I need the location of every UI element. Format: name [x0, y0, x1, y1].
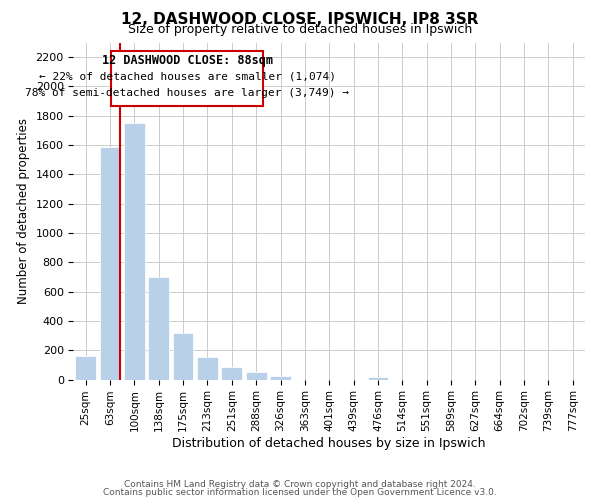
Bar — [76, 356, 96, 380]
Bar — [124, 123, 145, 380]
Text: Contains public sector information licensed under the Open Government Licence v3: Contains public sector information licen… — [103, 488, 497, 497]
Bar — [197, 357, 218, 380]
Bar — [221, 367, 242, 380]
Text: ← 22% of detached houses are smaller (1,074): ← 22% of detached houses are smaller (1,… — [39, 72, 336, 82]
Text: 12 DASHWOOD CLOSE: 88sqm: 12 DASHWOOD CLOSE: 88sqm — [102, 54, 273, 68]
Bar — [148, 277, 169, 380]
Y-axis label: Number of detached properties: Number of detached properties — [17, 118, 30, 304]
Bar — [270, 376, 291, 380]
Bar — [368, 378, 388, 380]
Bar — [100, 146, 121, 380]
FancyBboxPatch shape — [111, 52, 263, 106]
Bar — [173, 334, 193, 380]
Text: Size of property relative to detached houses in Ipswich: Size of property relative to detached ho… — [128, 24, 472, 36]
Text: Contains HM Land Registry data © Crown copyright and database right 2024.: Contains HM Land Registry data © Crown c… — [124, 480, 476, 489]
Text: 12, DASHWOOD CLOSE, IPSWICH, IP8 3SR: 12, DASHWOOD CLOSE, IPSWICH, IP8 3SR — [121, 12, 479, 28]
X-axis label: Distribution of detached houses by size in Ipswich: Distribution of detached houses by size … — [172, 437, 486, 450]
Bar — [246, 372, 266, 380]
Text: 78% of semi-detached houses are larger (3,749) →: 78% of semi-detached houses are larger (… — [25, 88, 349, 98]
